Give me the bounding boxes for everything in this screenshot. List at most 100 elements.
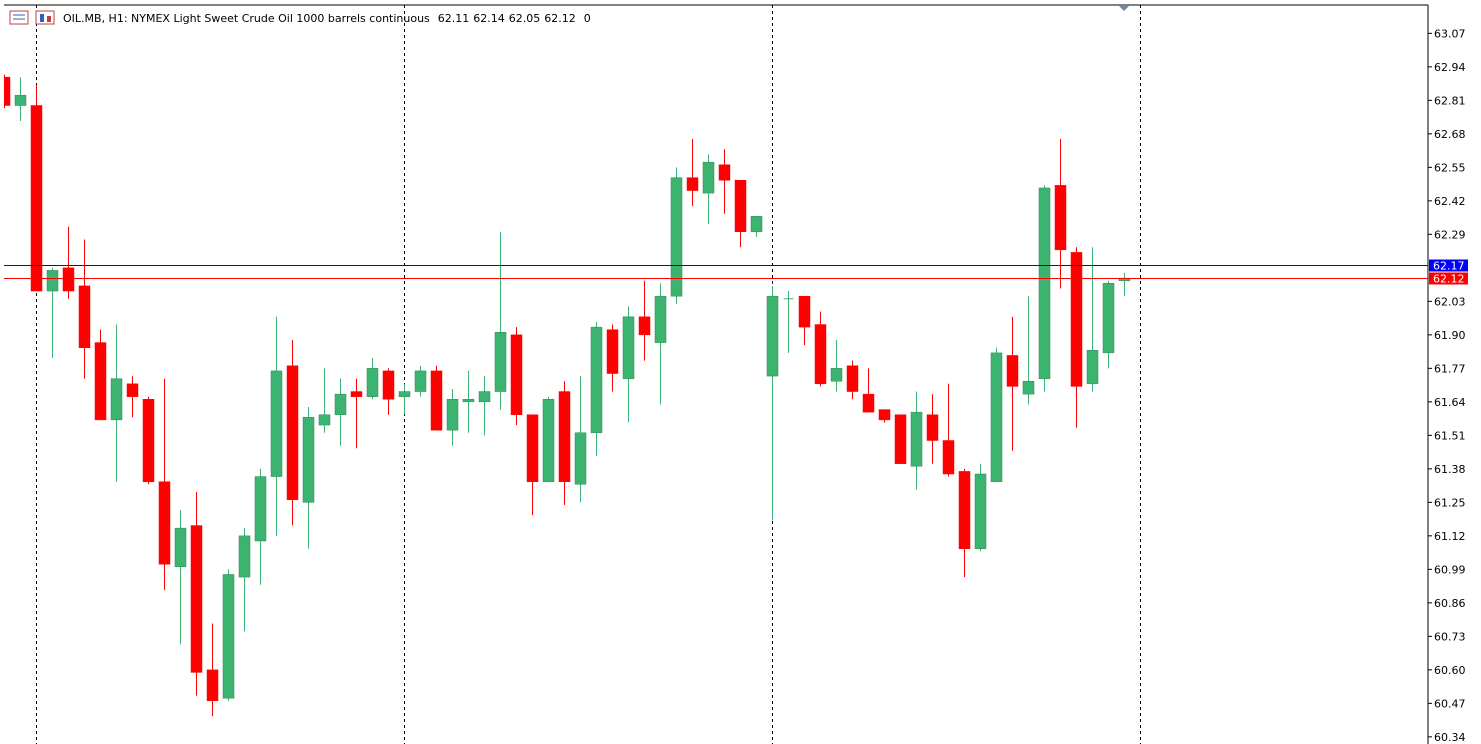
candle-body — [1022, 380, 1035, 395]
candle-body — [926, 414, 939, 441]
candle-body — [174, 527, 187, 568]
y-tick-label: 62.29 — [1434, 228, 1466, 241]
candle-body — [446, 399, 459, 431]
candle-body — [254, 476, 267, 542]
candle-body — [670, 177, 683, 297]
header-number: 0 — [584, 12, 591, 25]
candle-body — [894, 414, 907, 464]
candle-body — [126, 383, 139, 397]
y-tick-label: 62.55 — [1434, 161, 1466, 174]
candle-body — [318, 414, 331, 426]
candle-body — [430, 370, 443, 431]
candle-body — [110, 378, 123, 421]
candle-body — [1006, 355, 1019, 387]
candle-body — [542, 399, 555, 482]
y-tick-label: 60.86 — [1434, 597, 1466, 610]
candle-body — [654, 295, 667, 343]
candle-body — [302, 417, 315, 503]
y-tick-label: 62.42 — [1434, 195, 1466, 208]
candle-body — [734, 179, 747, 233]
candle-body — [974, 473, 987, 549]
candle-body — [382, 370, 395, 400]
y-tick-label: 62.68 — [1434, 128, 1466, 141]
ask-price-tag — [1429, 259, 1468, 272]
candle-body — [222, 574, 235, 699]
candle-body — [190, 525, 203, 673]
candle-body — [206, 669, 219, 702]
header-high: 62.14 — [473, 12, 505, 25]
y-tick-label: 60.60 — [1434, 664, 1466, 677]
header-close: 62.12 — [544, 12, 576, 25]
candle-body — [398, 391, 411, 397]
y-tick-label: 61.51 — [1434, 429, 1466, 442]
candle-body — [270, 370, 283, 477]
y-tick-label: 61.64 — [1434, 396, 1466, 409]
candle-body — [1038, 187, 1051, 379]
bid-price-tag — [1429, 272, 1468, 285]
ask-price-label: 62.17 — [1433, 260, 1465, 273]
candle-body — [942, 440, 955, 475]
candle-body — [718, 164, 731, 181]
candle-body — [862, 393, 875, 413]
y-tick-label: 60.34 — [1434, 731, 1466, 744]
y-tick-label: 61.77 — [1434, 362, 1466, 375]
y-tick-label: 60.73 — [1434, 630, 1466, 643]
candle-body — [622, 316, 635, 379]
candle-body — [1102, 283, 1115, 354]
y-tick-label: 60.47 — [1434, 697, 1466, 710]
y-tick-label: 62.03 — [1434, 295, 1466, 308]
candle-body — [462, 399, 475, 403]
candle-body — [574, 432, 587, 485]
candle-body — [606, 329, 619, 374]
candle-body — [78, 285, 91, 348]
candle-body — [798, 295, 811, 328]
y-tick-label: 60.99 — [1434, 563, 1466, 576]
candle-body — [46, 270, 59, 292]
candle-body — [702, 161, 715, 194]
candle-body — [686, 177, 699, 191]
candle-body — [526, 414, 539, 482]
candle-body — [958, 471, 971, 549]
candle-body — [510, 334, 523, 415]
candle-body — [142, 399, 155, 482]
candle-body — [1070, 252, 1083, 387]
candle-body — [590, 326, 603, 434]
candle-body — [766, 295, 779, 377]
candle-body — [830, 368, 843, 382]
candle-body — [750, 216, 763, 233]
candle-body — [814, 324, 827, 385]
candle-body — [846, 365, 859, 392]
candle-body — [238, 535, 251, 578]
shift-marker — [1119, 6, 1129, 11]
y-tick-label: 62.94 — [1434, 61, 1466, 74]
candle-body — [990, 352, 1003, 482]
bid-price-label: 62.12 — [1433, 273, 1465, 286]
candle-body — [478, 391, 491, 403]
chart-header: OIL.MB, H1: NYMEX Light Sweet Crude Oil … — [63, 12, 591, 25]
candle-body — [334, 393, 347, 415]
candle-body — [286, 365, 299, 501]
candle-body — [910, 411, 923, 467]
candle-body — [30, 105, 43, 292]
header-low: 62.05 — [509, 12, 541, 25]
chart-title: OIL.MB, H1: NYMEX Light Sweet Crude Oil … — [63, 12, 430, 25]
header-open: 62.11 — [438, 12, 470, 25]
candle-body — [558, 391, 571, 482]
candle-body — [1086, 350, 1099, 385]
candle-body — [366, 368, 379, 397]
candle-body — [350, 391, 363, 397]
symbol-icon — [9, 10, 55, 25]
candle-body — [1054, 185, 1067, 251]
candle-body — [158, 481, 171, 565]
candle-body — [878, 409, 891, 421]
candle-body — [638, 316, 651, 336]
y-tick-label: 63.07 — [1434, 27, 1466, 40]
candle-body — [14, 94, 27, 106]
y-tick-label: 61.38 — [1434, 463, 1466, 476]
y-tick-label: 61.12 — [1434, 530, 1466, 543]
y-tick-label: 62.81 — [1434, 94, 1466, 107]
candle-body — [494, 332, 507, 392]
candle-body — [62, 267, 75, 292]
